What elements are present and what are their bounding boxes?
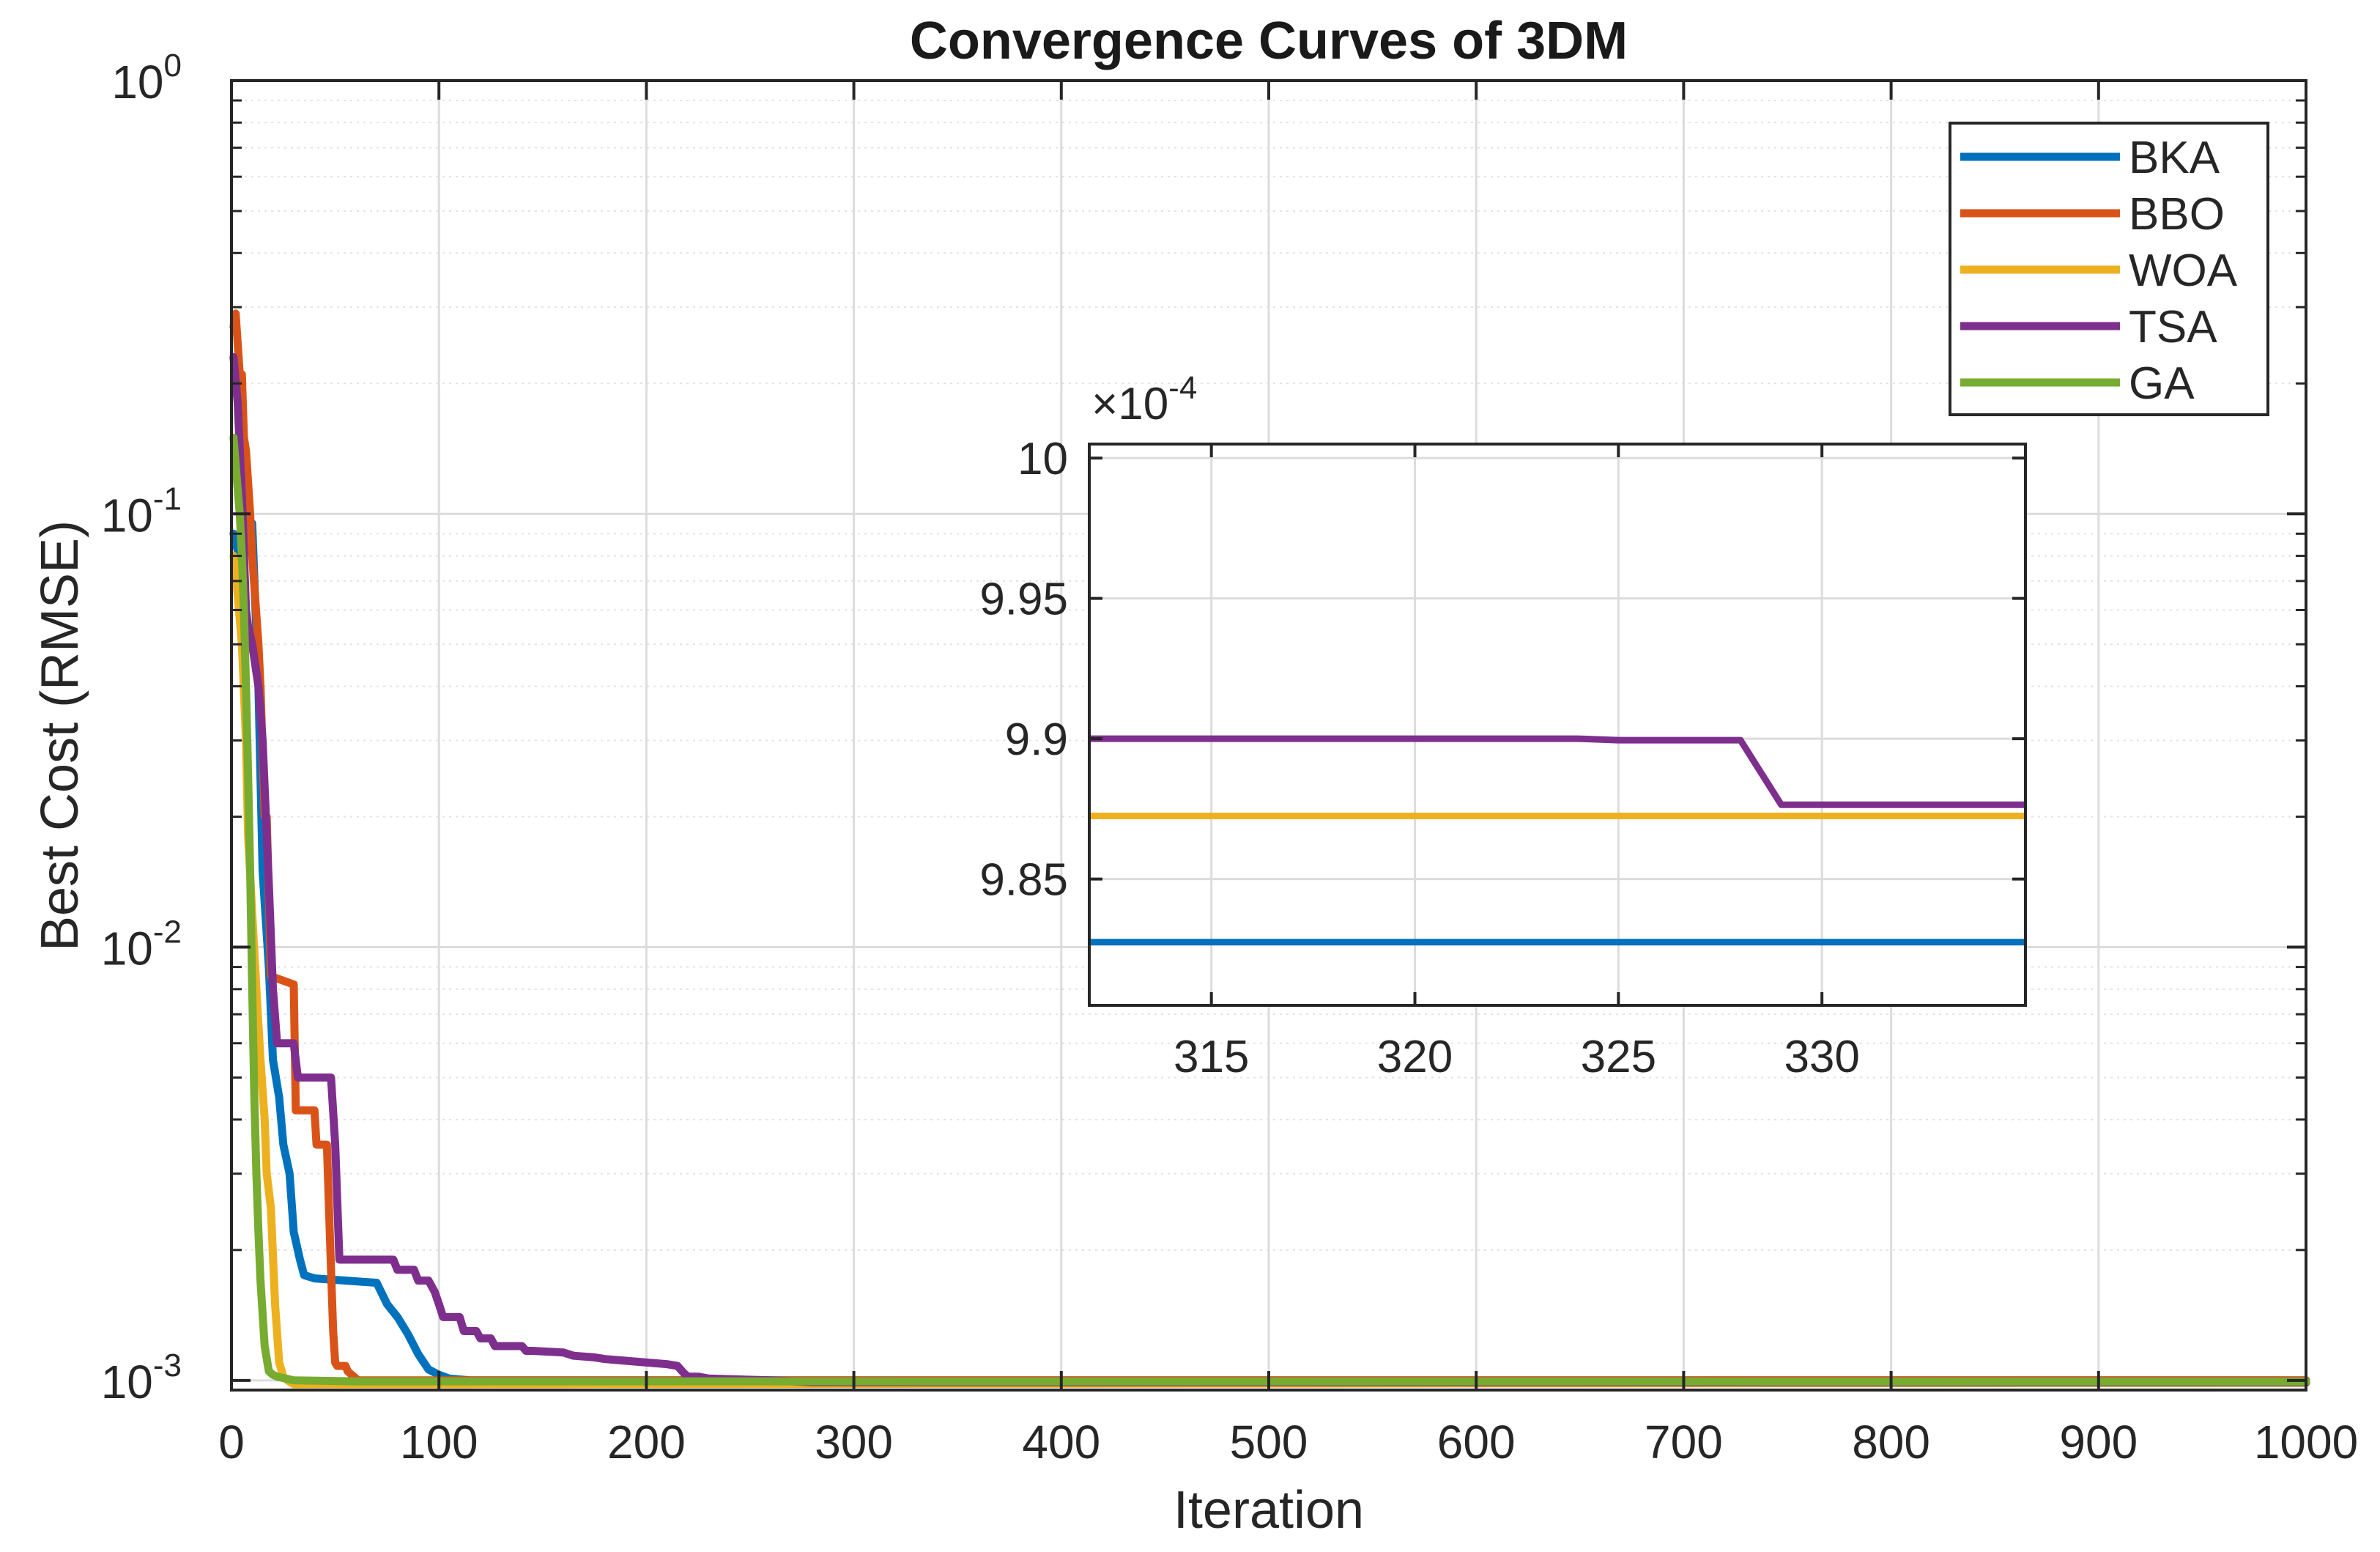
legend-label-tsa: TSA: [2129, 302, 2217, 352]
inset-x-tick-label: 330: [1784, 1032, 1859, 1082]
legend-entry-tsa: TSA: [1960, 302, 2217, 352]
inset-y-tick-label: 9.95: [979, 574, 1068, 625]
x-tick-label: 1000: [2254, 1416, 2358, 1468]
inset-y-tick-label: 9.85: [979, 855, 1068, 906]
x-tick-label: 900: [2059, 1416, 2138, 1468]
inset-scale-exponent: -4: [1168, 370, 1197, 406]
y-tick-label: 10-1: [101, 481, 182, 542]
inset-scale-label: ×10-4: [1091, 370, 1197, 429]
x-tick-label: 200: [607, 1416, 686, 1468]
chart-title: Convergence Curves of 3DM: [910, 12, 1628, 70]
y-tick-label: 10-2: [101, 914, 182, 975]
inset-scale-base: ×10: [1091, 379, 1168, 429]
legend-entry-bka: BKA: [1960, 133, 2220, 183]
inset-axes-box: [1088, 443, 2027, 1007]
legend-label-bka: BKA: [2129, 133, 2220, 183]
inset-plot-area: [1089, 444, 2025, 1005]
x-tick-label: 400: [1022, 1416, 1100, 1468]
legend-entry-bbo: BBO: [1960, 189, 2225, 240]
y-tick-label: 100: [111, 48, 182, 108]
inset-grid: [1089, 444, 2025, 1005]
x-tick-label: 100: [400, 1416, 478, 1468]
y-tick-exponent: 0: [164, 48, 182, 84]
inset-y-tick-label: 9.9: [1005, 714, 1068, 765]
y-tick-base: 10: [101, 1356, 153, 1408]
series-line-ga: [229, 433, 2310, 1386]
y-tick-exponent: -2: [153, 914, 182, 950]
x-tick-label: 0: [218, 1416, 245, 1468]
x-tick-label: 300: [815, 1416, 893, 1468]
legend-label-bbo: BBO: [2129, 189, 2225, 240]
inset-series-line-tsa: [1089, 735, 2025, 808]
x-tick-label: 800: [1852, 1416, 1930, 1468]
y-tick-base: 10: [101, 489, 153, 542]
inset-series-lines: [1089, 735, 2025, 946]
legend-entry-ga: GA: [1960, 358, 2195, 409]
y-tick-base: 10: [111, 56, 163, 108]
series-line-tsa: [229, 352, 2310, 1386]
inset-x-tick-label: 315: [1174, 1032, 1249, 1082]
x-tick-label: 700: [1645, 1416, 1723, 1468]
inset-axes: 9.85 9.9 9.95 10 315 320 325 330 ×10-4: [979, 370, 2027, 1082]
y-tick-base: 10: [101, 923, 153, 975]
y-tick-label: 10-3: [101, 1348, 182, 1408]
x-axis-label: Iteration: [1174, 1481, 1364, 1540]
inset-y-tick-label: 10: [1017, 434, 1068, 484]
x-tick-label: 600: [1437, 1416, 1516, 1468]
legend-entry-woa: WOA: [1960, 245, 2238, 296]
legend-label-woa: WOA: [2129, 245, 2238, 296]
inset-x-tick-label: 325: [1581, 1032, 1656, 1082]
y-tick-exponent: -1: [153, 481, 182, 517]
inset-ticks: 9.85 9.9 9.95 10 315 320 325 330: [979, 434, 2025, 1082]
inset-x-tick-label: 320: [1377, 1032, 1453, 1082]
legend-label-ga: GA: [2129, 358, 2195, 409]
main-series-lines: [229, 309, 2310, 1389]
y-axis-label: Best Cost (RMSE): [31, 520, 89, 951]
y-tick-exponent: -3: [153, 1348, 182, 1383]
series-line-bbo: [229, 309, 2310, 1385]
x-tick-label: 500: [1230, 1416, 1308, 1468]
